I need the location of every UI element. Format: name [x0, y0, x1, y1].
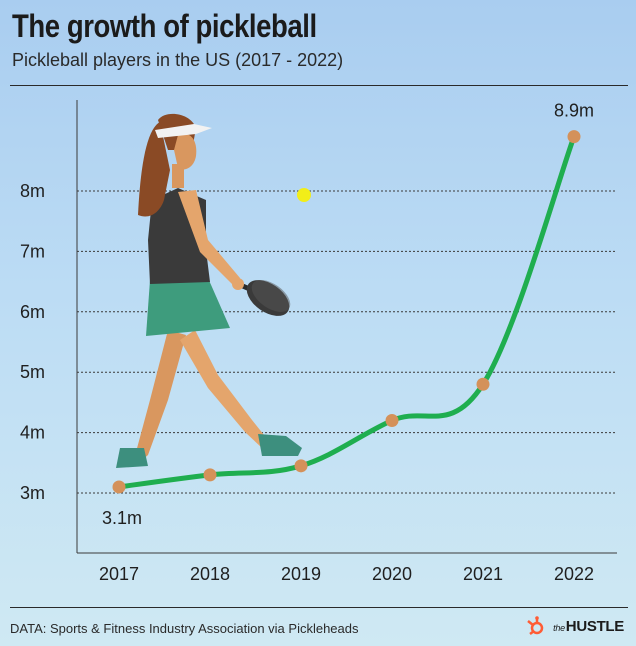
data-point: [567, 130, 581, 144]
data-label: 3.1m: [102, 508, 142, 528]
data-point: [203, 468, 217, 482]
chart-title: The growth of pickleball: [12, 8, 317, 44]
y-tick-label: 5m: [20, 362, 45, 382]
x-tick-label: 2020: [372, 564, 412, 584]
y-tick-label: 4m: [20, 423, 45, 443]
x-tick-label: 2019: [281, 564, 321, 584]
y-tick-label: 6m: [20, 302, 45, 322]
data-labels: 3.1m 8.9m: [102, 101, 594, 528]
data-points: [112, 130, 581, 494]
data-point: [476, 377, 490, 391]
y-tick-label: 3m: [20, 483, 45, 503]
chart-subtitle: Pickleball players in the US (2017 - 202…: [12, 50, 344, 70]
header-divider: [10, 85, 628, 86]
x-axis-ticks: 2017 2018 2019 2020 2021 2022: [99, 564, 594, 584]
x-tick-label: 2022: [554, 564, 594, 584]
data-label: 8.9m: [554, 101, 594, 121]
x-tick-label: 2018: [190, 564, 230, 584]
y-tick-label: 8m: [20, 181, 45, 201]
y-axis-ticks: 3m 4m 5m 6m 7m 8m: [20, 181, 45, 503]
pickleball-ball-icon: [297, 188, 311, 202]
data-point: [294, 459, 308, 473]
data-point: [112, 480, 126, 494]
source-note: DATA: Sports & Fitness Industry Associat…: [10, 621, 359, 636]
brand-logo: theHUSTLE: [525, 616, 624, 636]
pickleball-player-illustration: [116, 113, 302, 468]
x-tick-label: 2021: [463, 564, 503, 584]
brand-wordmark: theHUSTLE: [553, 618, 624, 635]
brand-main: HUSTLE: [565, 617, 625, 635]
footer-divider: [10, 607, 628, 608]
hubspot-sprocket-icon: [527, 616, 544, 635]
x-tick-label: 2017: [99, 564, 139, 584]
data-point: [385, 414, 399, 428]
brand-small: the: [553, 622, 565, 633]
y-tick-label: 7m: [20, 241, 45, 261]
